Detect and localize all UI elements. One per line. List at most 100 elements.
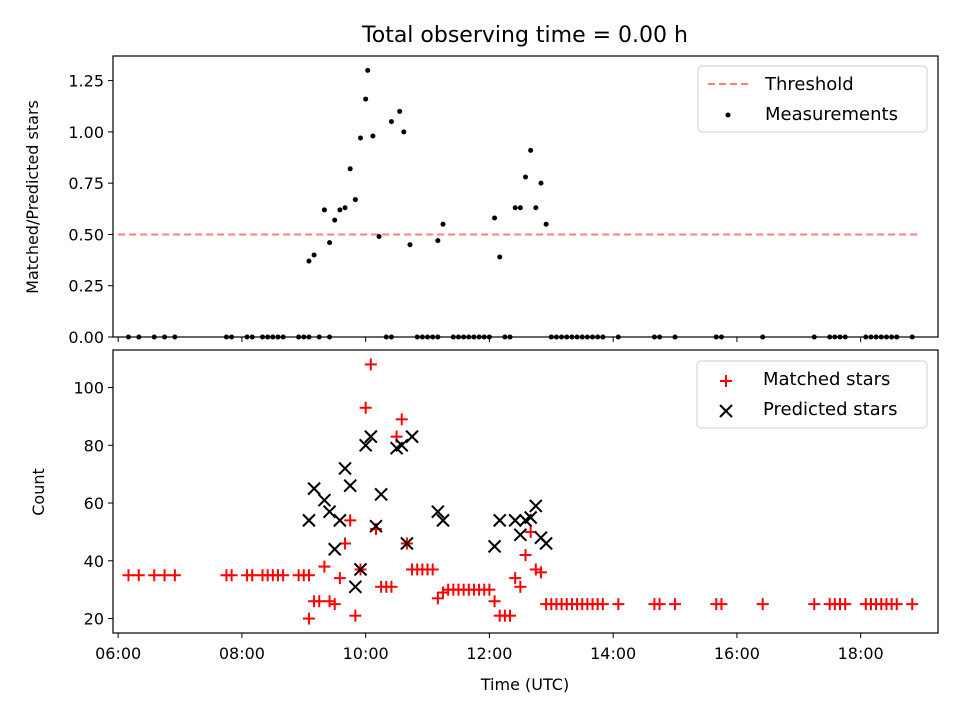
top-ylabel: Matched/Predicted stars [23,100,42,294]
matched-star-point [225,569,238,582]
predicted-star-point [395,438,409,453]
predicted-star-point [317,493,332,507]
top-y-tick-label: 1.00 [68,123,104,142]
bottom-plot-area [122,358,919,625]
measurement-point [397,108,403,114]
matched-star-point [277,569,290,582]
matched-star-point [534,566,547,579]
measurement-point [401,129,407,135]
measurement-point [327,240,333,246]
predicted-star-point [348,580,363,594]
matched-star-point [808,598,821,611]
top-y-tick-label: 0.00 [68,328,104,347]
bottom-legend-box [696,360,928,429]
bottom-x-tick-label: 16:00 [714,644,760,663]
matched-star-point [333,572,346,585]
top-y-tick-label: 0.75 [68,174,104,193]
matched-star-point [612,598,625,611]
bottom-x-ticks: 06:00 08:00 10:00 12:00 14:00 16:00 18:00 [95,633,884,663]
measurement-point [407,242,413,248]
top-y-tick-label: 1.25 [68,72,104,91]
measurement-point [517,205,523,211]
matched-star-point [839,598,852,611]
top-y-tick-label: 0.25 [68,277,104,296]
matched-star-point [359,401,372,414]
measurement-point [388,119,394,125]
bottom-y-tick-label: 40 [84,552,104,571]
matched-star-point [426,563,439,576]
matched-star-point [318,560,331,573]
matched-star-point [168,569,181,582]
matched-star-point [669,598,682,611]
matched-star-point [313,595,326,608]
matched-legend-swatch [720,375,732,387]
measurement-point [523,174,528,180]
measurement-point [370,133,376,139]
predicted-star-point [405,429,419,444]
predicted-star-point [374,487,388,502]
measurement-point [306,258,312,264]
predicted-star-point [333,513,347,528]
predicted-star-point [431,505,445,519]
matched-star-point [509,572,522,585]
predicted-star-point [513,528,528,542]
top-legend-box [697,65,928,133]
chart-title: Total observing time = 0.00 h [361,23,688,48]
matched-star-point [483,583,496,596]
matched-star-point [437,586,449,599]
predicted-star-point [328,542,342,556]
matched-star-point [395,413,408,426]
predicted-star-point [358,438,373,453]
matched-star-point [596,598,609,611]
measurement-point [332,217,338,223]
predicted-star-point [338,461,352,476]
matched-star-point [349,609,362,622]
predicted-star-point [353,562,368,577]
measurements-legend-swatch [725,112,731,118]
matched-star-point [302,612,315,625]
top-axes-frame [112,55,939,338]
bottom-axes-frame [112,349,939,634]
measurement-point [492,215,498,221]
matched-star-point [488,595,501,608]
predicted-star-point [529,499,543,513]
predicted-star-point [302,513,316,528]
measurement-point [376,233,382,239]
top-x-ticks [117,337,862,342]
measurement-point [528,147,534,153]
predicted-star-point [307,481,321,496]
predicted-star-point [493,513,507,528]
matched-star-point [431,592,444,605]
measurement-point [358,135,363,141]
predicted-star-point [400,536,414,551]
predicted-star-point [508,513,522,528]
matched-star-point [246,569,259,582]
measurement-point [347,166,353,172]
matched-star-point [302,569,315,582]
top-y-tick-label: 0.50 [68,225,104,244]
bottom-x-tick-label: 18:00 [838,644,884,663]
matched-star-point [529,563,542,576]
measurement-point [311,252,317,258]
matched-star-point [328,598,341,611]
matched-star-point [132,569,145,582]
matched-legend-label: Matched stars [763,369,890,390]
matched-star-point [148,569,161,582]
matched-star-point [906,598,919,611]
measurement-point [363,96,369,102]
predicted-star-point [539,536,553,551]
measurement-point [538,180,544,186]
matched-star-point [504,609,517,622]
bottom-ylabel: Count [29,468,48,516]
predicted-star-point [487,539,502,554]
predicted-legend-swatch [719,404,733,418]
measurements-legend-label: Measurements [765,104,898,125]
bottom-y-ticks: 20 40 60 80 100 [73,379,113,629]
predicted-star-point [343,479,357,493]
matched-star-point [514,580,527,593]
matched-star-point [756,598,769,611]
matched-star-point [122,569,135,582]
measurement-point [352,197,358,203]
bottom-y-tick-label: 20 [84,610,104,629]
